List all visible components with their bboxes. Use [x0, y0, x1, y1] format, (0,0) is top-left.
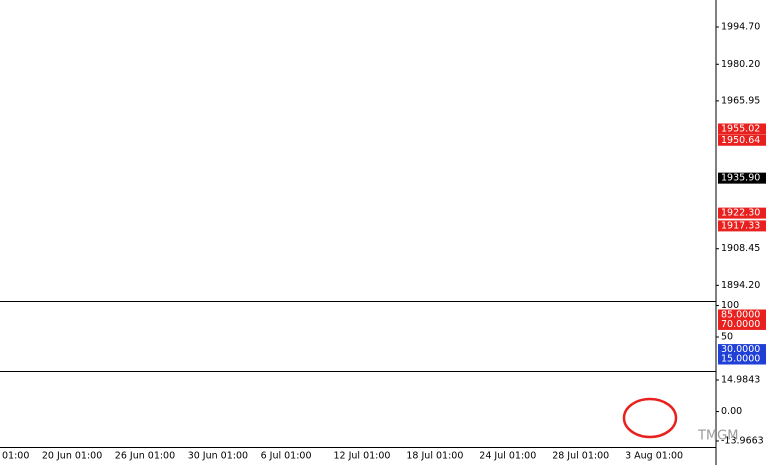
level-label-box	[718, 344, 766, 356]
y-tick-label: 70.0000	[721, 319, 760, 330]
level-label-box	[718, 172, 766, 184]
x-tick-label: 26 Jun 01:00	[115, 451, 175, 462]
level-label-box	[718, 134, 766, 146]
y-tick-label: 1917.33	[721, 220, 760, 231]
y-tick-label: 1935.90	[721, 173, 760, 184]
x-tick-label: 30 Jun 01:00	[188, 451, 248, 462]
level-label-box	[718, 220, 766, 232]
y-tick-label: 1894.20	[721, 280, 760, 291]
y-tick-label: 15.0000	[721, 354, 760, 365]
x-tick-label: 24 Jul 01:00	[479, 451, 536, 462]
level-label-box	[718, 123, 766, 135]
x-tick-label: 01:00	[2, 451, 29, 462]
y-tick-label: 0.00	[721, 406, 742, 417]
x-tick-label: 28 Jul 01:00	[552, 451, 609, 462]
level-label-box	[718, 318, 766, 330]
y-tick-label: 1994.70	[721, 21, 760, 32]
y-tick-label: 50	[721, 332, 733, 343]
x-tick-label: 18 Jul 01:00	[406, 451, 463, 462]
x-tick-label: 6 Jul 01:00	[261, 451, 312, 462]
y-tick-label: 100	[721, 300, 739, 311]
y-tick-label: 1950.64	[721, 135, 760, 146]
x-tick-label: 20 Jun 01:00	[42, 451, 102, 462]
level-label-box	[718, 207, 766, 219]
y-tick-label: 1955.02	[721, 123, 760, 134]
y-tick-label: -13.9663	[721, 435, 764, 446]
level-label-box	[718, 353, 766, 365]
y-tick-label: 14.9843	[721, 374, 760, 385]
y-tick-label: 1965.95	[721, 95, 760, 106]
watermark: TMGM	[697, 429, 738, 444]
y-tick-label: 1980.20	[721, 59, 760, 70]
level-label-box	[718, 309, 766, 321]
y-tick-label: 30.0000	[721, 344, 760, 355]
x-tick-label: 3 Aug 01:00	[625, 451, 683, 462]
x-tick-label: 12 Jul 01:00	[334, 451, 391, 462]
y-tick-label: 1922.30	[721, 208, 760, 219]
highlight-circle	[622, 397, 678, 439]
y-tick-label: 85.0000	[721, 310, 760, 321]
y-tick-label: 1908.45	[721, 243, 760, 254]
